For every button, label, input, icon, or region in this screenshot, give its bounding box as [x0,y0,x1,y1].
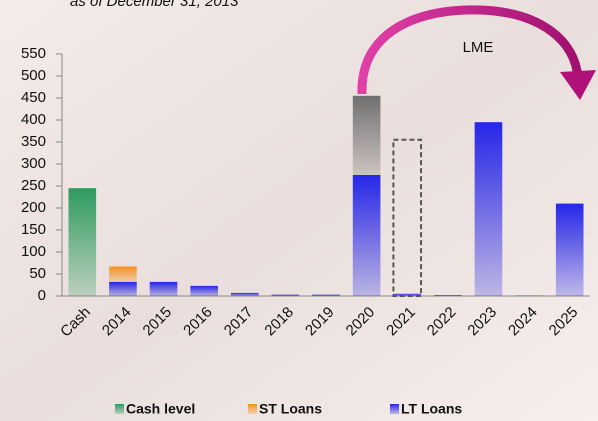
bar [272,295,300,296]
y-tick-label: 100 [21,243,46,260]
bar [150,282,178,296]
y-tick-label: 250 [21,177,46,194]
bar [556,204,584,296]
y-tick-label: 500 [21,67,46,84]
y-tick-label: 550 [21,45,46,62]
bar [231,293,259,296]
y-tick-label: 450 [21,89,46,106]
y-tick-label: 0 [38,287,46,304]
legend-swatch [390,404,399,414]
legend-label: LT Loans [401,401,462,417]
y-tick-label: 400 [21,111,46,128]
bar [190,286,218,296]
legend: Cash level ST Loans LT Loans [115,401,462,417]
bar [353,96,381,175]
bar [109,282,137,296]
chart: as of December 31, 2013 LME 0 50 100 150 200… [0,0,598,421]
y-tick-label: 300 [21,155,46,172]
bar [68,188,96,296]
y-tick-label: 200 [21,199,46,216]
legend-swatch [115,404,124,414]
legend-label: ST Loans [259,401,322,417]
bar [434,295,462,296]
bar [109,267,137,282]
legend-label: Cash level [126,401,195,417]
annotation: LME [463,39,494,56]
bar [475,122,503,296]
y-tick-label: 50 [29,265,46,282]
y-tick-label: 350 [21,133,46,150]
legend-swatch [248,404,257,414]
bar [312,295,340,296]
y-tick-label: 150 [21,221,46,238]
chart-subtitle: as of December 31, 2013 [70,0,239,10]
bar [353,175,381,296]
